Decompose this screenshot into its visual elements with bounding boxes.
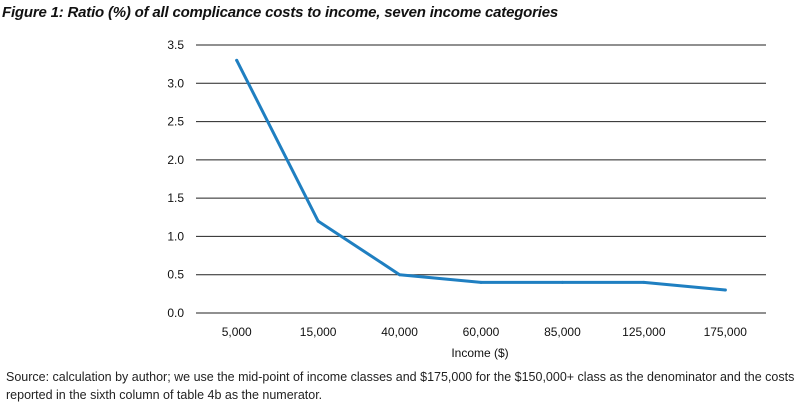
y-tick-label: 1.0 [167,229,184,243]
y-axis-tick-labels: 0.0 0.5 1.0 1.5 2.0 2.5 3.0 3.5 [167,38,184,320]
x-tick-label: 5,000 [222,325,252,339]
source-note: Source: calculation by author; we use th… [6,370,795,402]
data-point [316,219,320,223]
x-axis-tick-labels: 5,000 15,000 40,000 60,000 85,000 125,000 175,… [222,325,748,339]
data-point [560,280,564,284]
chart-gridlines [196,44,766,314]
data-point [723,288,727,292]
x-tick-label: 15,000 [300,325,337,339]
chart-series [235,58,727,292]
x-tick-label: 40,000 [381,325,418,339]
x-tick-label: 85,000 [544,325,581,339]
data-point [642,280,646,284]
x-tick-label: 175,000 [704,325,748,339]
x-axis-label: Income ($) [451,346,508,360]
data-point [479,280,483,284]
y-tick-label: 3.0 [167,76,184,90]
y-tick-label: 0.0 [167,306,184,320]
data-point [398,273,402,277]
x-tick-label: 125,000 [622,325,666,339]
figure-title: Figure 1: Ratio (%) of all complicance c… [2,4,559,21]
x-tick-label: 60,000 [463,325,500,339]
data-point [235,58,239,62]
y-tick-label: 2.5 [167,115,184,129]
y-tick-label: 2.0 [167,153,184,167]
series-line [235,58,727,292]
y-tick-label: 1.5 [167,191,184,205]
y-tick-label: 3.5 [167,38,184,52]
y-tick-label: 0.5 [167,268,184,282]
line-chart: 0.0 0.5 1.0 1.5 2.0 2.5 3.0 3.5 5,000 15,000 40,0… [167,38,766,360]
